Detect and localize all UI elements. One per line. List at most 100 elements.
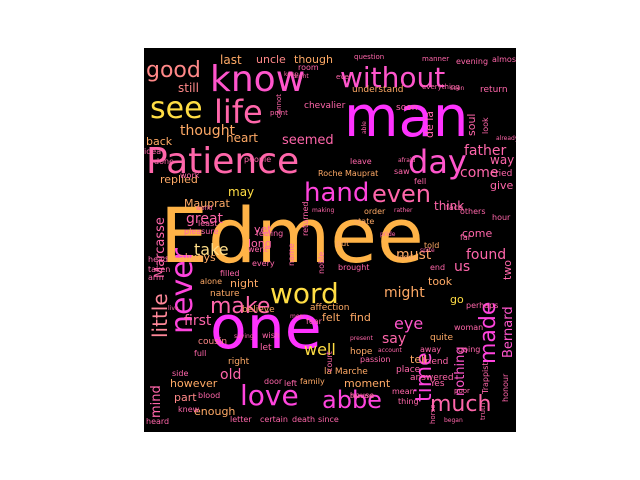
word: full xyxy=(194,349,207,358)
word: Bernard xyxy=(501,306,516,358)
word: old xyxy=(220,367,242,383)
word: ever xyxy=(336,73,352,81)
word: filled xyxy=(220,269,240,278)
word: able xyxy=(361,121,368,134)
word: become xyxy=(350,393,375,400)
word: made xyxy=(476,301,501,364)
word: way xyxy=(490,153,515,167)
word: Edmee xyxy=(160,191,424,280)
word: alone xyxy=(200,277,223,286)
word: Yes xyxy=(430,379,445,389)
word: place xyxy=(396,365,421,375)
word: people xyxy=(244,155,272,164)
word: done xyxy=(154,157,174,166)
word: name xyxy=(287,243,296,266)
word: think xyxy=(434,199,465,213)
word: passion xyxy=(360,355,391,364)
word: honour xyxy=(501,373,510,402)
word: world xyxy=(196,205,213,212)
word: life xyxy=(214,93,263,131)
word: horse xyxy=(429,404,437,424)
word: felt xyxy=(322,311,341,324)
word: much xyxy=(430,392,492,417)
word: one xyxy=(210,293,322,363)
word: affection xyxy=(310,303,350,313)
word: father xyxy=(464,143,507,159)
word: Trappist xyxy=(481,362,490,394)
word: part xyxy=(174,391,197,404)
word: afraid xyxy=(398,157,416,164)
word: seen xyxy=(450,85,465,92)
word: hand xyxy=(304,178,370,208)
word: idea xyxy=(144,147,162,156)
word: nature xyxy=(210,289,240,299)
word: mind xyxy=(149,385,164,418)
word: evening xyxy=(456,57,489,66)
word: first xyxy=(184,313,212,329)
word: saying xyxy=(234,333,254,340)
word: see xyxy=(150,91,203,126)
word: la Marche xyxy=(324,367,368,377)
word: live xyxy=(168,305,179,312)
word: house xyxy=(350,391,375,400)
word: night xyxy=(230,277,259,290)
word: cousin xyxy=(198,337,228,347)
word: going xyxy=(458,345,481,354)
word: still xyxy=(178,81,199,95)
word: leave xyxy=(350,157,372,166)
word: put xyxy=(336,239,350,248)
word: making xyxy=(312,207,335,214)
word: find xyxy=(350,311,371,324)
word: however xyxy=(170,377,218,390)
word: perhaps xyxy=(466,301,499,310)
word: cried xyxy=(490,169,513,179)
word: great xyxy=(186,211,224,227)
word: give xyxy=(490,179,514,192)
word: everything xyxy=(422,83,460,91)
word: spite xyxy=(420,247,435,254)
word: men xyxy=(290,313,304,320)
word: say xyxy=(382,331,407,347)
word: heart xyxy=(226,131,258,145)
word: replied xyxy=(160,173,198,186)
word: returned xyxy=(301,201,310,236)
word: moment xyxy=(344,377,391,390)
word: seemed xyxy=(282,133,334,148)
word: rather xyxy=(394,207,413,214)
word: little xyxy=(148,293,172,338)
word: every xyxy=(252,259,275,268)
word: since xyxy=(318,415,339,424)
word: day xyxy=(408,143,467,181)
word: hope xyxy=(350,347,373,357)
word: Patience xyxy=(146,141,300,182)
word: death xyxy=(292,415,316,424)
word: family xyxy=(300,377,325,386)
word: long xyxy=(248,237,272,250)
word: might xyxy=(384,285,425,301)
word: side xyxy=(172,369,189,378)
word: went xyxy=(248,245,268,254)
word: answered xyxy=(410,373,454,383)
word: feeling xyxy=(256,229,284,238)
word: soon xyxy=(396,103,418,113)
word: told xyxy=(424,241,440,250)
word: arm xyxy=(148,273,164,282)
word: face xyxy=(446,203,464,212)
word: believe xyxy=(242,305,275,315)
word: order xyxy=(364,207,386,216)
word: certain xyxy=(260,415,288,424)
word: found xyxy=(466,247,507,263)
word: poor xyxy=(454,387,470,395)
word: fell xyxy=(414,177,427,186)
word: hour xyxy=(492,213,511,222)
word: good xyxy=(146,58,201,83)
word: take xyxy=(194,240,229,259)
word: let xyxy=(260,343,272,353)
word: come xyxy=(460,165,499,181)
word: chevalier xyxy=(304,101,346,111)
word-cloud: Edmee one man know Patience day without … xyxy=(144,48,516,432)
word: saw xyxy=(394,167,410,176)
word: present xyxy=(350,335,373,342)
word: door xyxy=(264,377,283,386)
word: tell xyxy=(410,353,428,366)
